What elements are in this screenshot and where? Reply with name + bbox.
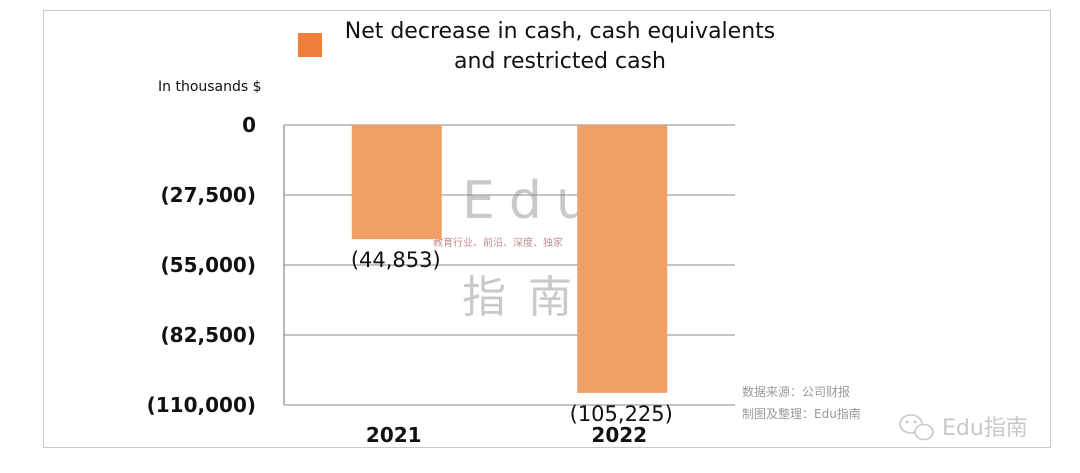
source-line-2: 制图及整理：Edu指南 <box>742 406 861 421</box>
watermark-latin: Edu <box>462 171 603 231</box>
bar-2021 <box>351 125 442 240</box>
chart-frame <box>43 10 1051 448</box>
chart-title-line-1: Net decrease in cash, cash equivalents <box>345 19 776 44</box>
x-tick-layer: 2021 2022 <box>366 423 647 447</box>
watermark-tagline: 教育行业、前沿、深度、独家 <box>433 236 563 249</box>
y-tick-label: (27,500) <box>161 183 256 207</box>
data-label-2022: (105,225) <box>570 402 673 426</box>
bar-2022 <box>577 125 668 393</box>
y-tick-layer: 0 (27,500) (55,000) (82,500) (110,000) <box>147 113 256 417</box>
wechat-icon <box>899 414 934 441</box>
x-tick-label: 2022 <box>591 423 647 447</box>
y-tick-label: (110,000) <box>147 393 256 417</box>
chart-title-line-2: and restricted cash <box>454 49 666 74</box>
watermark-cn: 指南 <box>462 272 594 323</box>
legend-swatch <box>298 33 322 57</box>
x-tick-label: 2021 <box>366 423 422 447</box>
source-line-1: 数据来源：公司财报 <box>742 384 850 399</box>
unit-label: In thousands $ <box>158 79 262 95</box>
data-label-2021: (44,853) <box>351 248 441 272</box>
y-tick-label: (82,500) <box>161 323 256 347</box>
footer-brand: Edu指南 <box>942 416 1028 441</box>
watermark: Edu 教育行业、前沿、深度、独家 指南 <box>433 171 603 323</box>
y-tick-label: 0 <box>242 113 256 137</box>
data-label-layer: (44,853) (105,225) <box>351 248 673 426</box>
bar-layer <box>351 125 668 393</box>
y-tick-label: (55,000) <box>161 253 256 277</box>
